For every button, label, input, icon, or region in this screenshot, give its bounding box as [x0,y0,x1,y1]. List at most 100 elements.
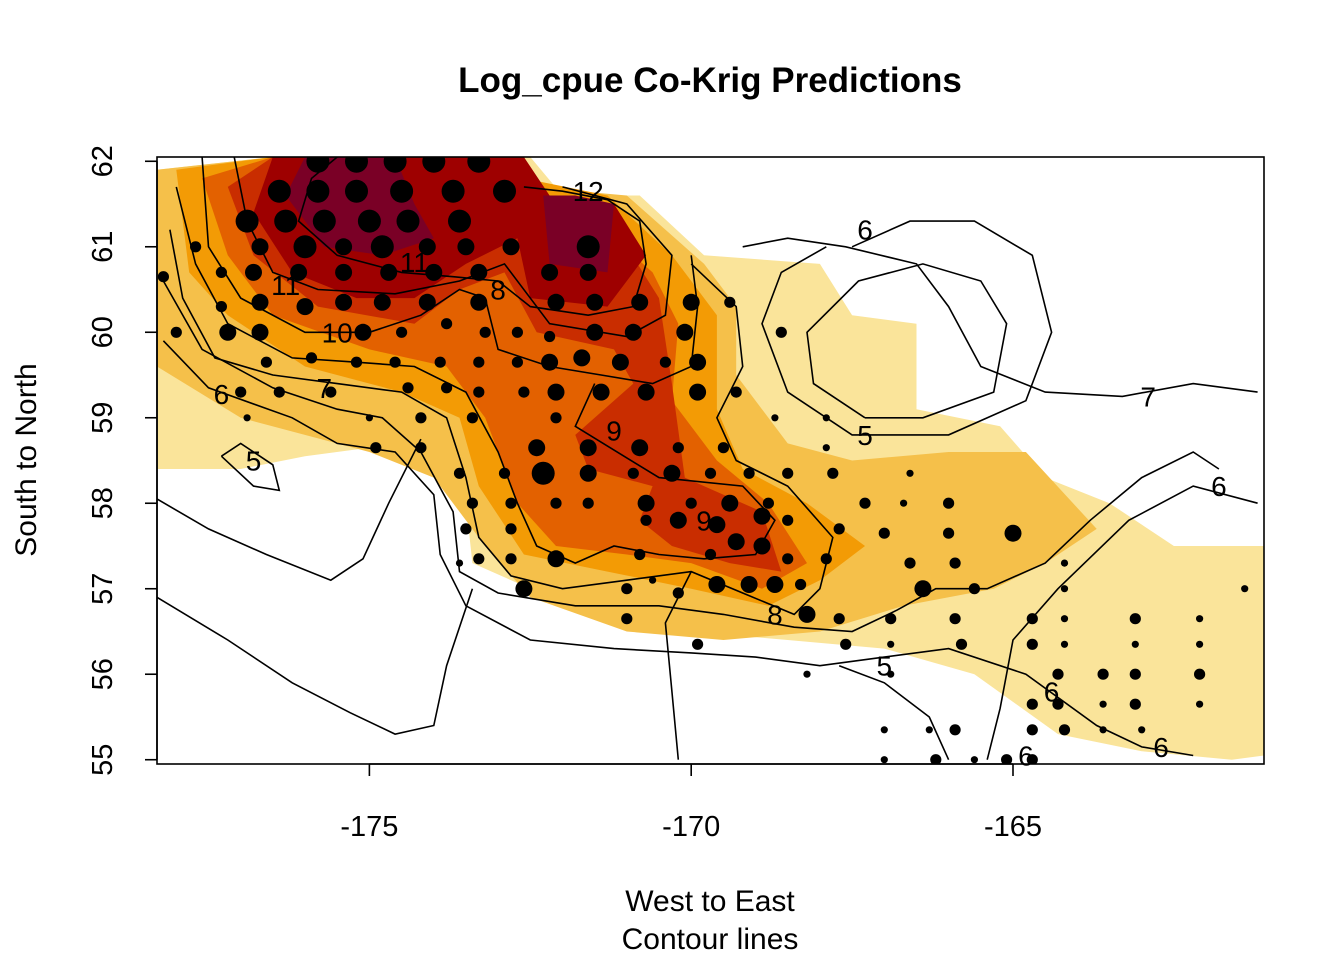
sample-point [592,383,610,401]
sample-point [579,263,597,281]
sample-point [586,323,604,341]
sample-point [887,640,895,648]
sample-point [822,444,830,452]
contour-label: 10 [322,317,353,348]
sample-point [345,157,368,173]
chart-title: Log_cpue Co-Krig Predictions [458,61,962,100]
sample-point [906,469,914,477]
sample-point [511,326,523,338]
contour-line-5-10 [220,442,281,492]
sample-point [467,157,491,173]
sample-point [215,266,227,278]
y-axis: 55 56 57 58 59 60 61 62 [87,145,158,776]
sample-point [1058,724,1071,736]
sample-point [455,559,464,567]
y-tick-label: 57 [87,573,119,605]
sample-point [859,497,871,509]
sample-point [1129,613,1141,625]
sample-point [448,209,471,233]
sample-point [649,576,657,584]
sample-point [1060,585,1069,593]
y-axis-label: South to North [10,363,43,556]
contour-labels: 12 11 11 10 9 9 8 8 7 7 6 6 6 6 6 6 5 5 5 [214,176,1227,771]
sample-point [1052,698,1064,710]
sample-point [260,356,272,368]
sample-point [251,293,269,311]
contour-label: 9 [606,416,622,447]
sample-point [689,353,707,371]
sample-point [547,550,565,568]
sample-point [925,726,933,734]
sample-point [365,414,373,422]
sample-point [1026,613,1038,625]
sample-point [354,323,372,341]
sample-point [274,209,298,233]
sample-point [573,349,591,367]
sample-point [833,523,845,535]
sample-point [441,318,453,330]
sample-point [531,461,555,485]
sample-point [396,209,420,233]
sample-point [943,497,955,509]
contour-label: 6 [1044,676,1060,707]
sample-point [878,527,890,539]
sample-point [306,157,330,173]
sample-point [511,356,523,368]
sample-point [306,179,330,203]
sample-point [689,383,707,401]
sample-point [267,179,291,203]
sample-point [727,533,745,551]
contour-line-7-5 [162,280,1220,633]
sample-point [502,238,520,256]
sample-point [685,497,697,509]
sample-point [753,507,771,525]
sample-point [721,494,739,512]
sample-point [380,263,398,281]
sample-point [541,263,559,281]
sample-point [775,326,787,338]
contour-label: 8 [490,275,506,306]
sample-point [1026,724,1038,736]
sample-point [441,382,453,394]
sample-point [466,497,478,509]
sample-point [743,467,755,479]
sample-point [782,553,794,565]
sample-point [457,238,475,256]
x-tick-label: -170 [662,811,720,843]
sample-point [415,412,427,424]
sample-point [235,386,247,398]
y-tick-label: 55 [87,744,119,776]
sample-point [1026,698,1038,710]
sample-point [370,235,394,259]
sample-point [627,467,639,479]
x-tick-label: -165 [984,811,1042,843]
sample-point [296,298,314,316]
sample-point [505,523,517,535]
sample-point [586,293,604,311]
sample-point [579,464,597,482]
sample-point [900,499,908,507]
sample-point [682,293,700,311]
sample-point [396,326,408,338]
contour-label: 5 [857,420,873,451]
sample-point [943,527,955,539]
contour-line-7-6 [742,237,1258,398]
sample-point [544,330,556,343]
sample-point [547,293,565,311]
sample-point [766,576,784,593]
sample-point [1131,640,1139,648]
sample-point [930,754,942,764]
contour-label: 12 [573,176,604,207]
sample-point [631,439,649,457]
sample-point [724,296,736,308]
sample-point [1052,668,1064,680]
sample-point [1196,615,1204,623]
sample-point [582,497,594,509]
sample-point [219,323,237,341]
sample-point [659,356,672,368]
sample-point [753,537,771,555]
sample-point [273,386,285,398]
contour-line-12-0 [297,157,647,317]
sample-point [708,576,726,593]
sample-point [373,293,391,311]
